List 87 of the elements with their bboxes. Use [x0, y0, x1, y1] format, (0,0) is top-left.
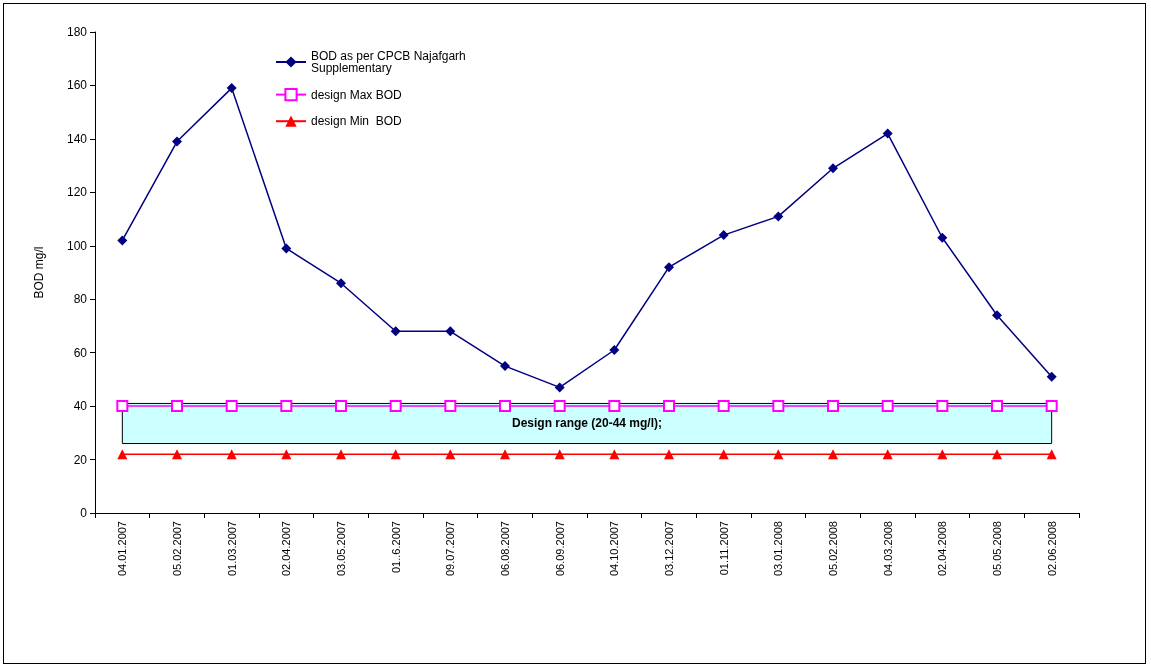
x-tick-label: 09.07.2007: [444, 521, 457, 577]
x-tick-label: 04.01.2007: [116, 521, 129, 577]
y-tick-label: 60: [73, 345, 88, 360]
point: [827, 400, 839, 413]
x-tick-label: 02.04.2007: [280, 521, 293, 577]
point: [937, 449, 948, 460]
point: [226, 449, 237, 460]
y-tick-label: 0: [80, 506, 88, 520]
point: [225, 400, 238, 413]
point: [937, 232, 948, 243]
point: [226, 83, 237, 94]
point: [390, 326, 401, 337]
point: [992, 449, 1002, 460]
x-tick-label: 03.01.2008: [772, 521, 785, 577]
legend-label: BOD as per CPCB Najafgarh Supplementary: [311, 49, 470, 75]
point: [444, 400, 457, 413]
point: [554, 449, 565, 460]
y-tick-label: 160: [66, 78, 88, 93]
x-tick-label: 02.06.2008: [1045, 521, 1058, 577]
point: [663, 400, 675, 413]
point: [117, 449, 128, 460]
x-tick-label: 05.05.2008: [991, 521, 1003, 577]
point: [718, 230, 729, 241]
x-tick-label: 06.09.2007: [553, 521, 566, 577]
y-tick-label: 140: [66, 131, 88, 146]
x-tick-label: 01..6.2007: [389, 521, 402, 573]
point: [608, 400, 621, 413]
point: [281, 243, 292, 254]
y-axis-title: BOD mg/l: [32, 246, 46, 299]
point: [280, 400, 293, 413]
point: [172, 136, 182, 147]
x-tick-label: 04.03.2008: [881, 521, 894, 577]
y-tick-label: 100: [66, 238, 88, 253]
point: [116, 400, 129, 413]
band-label: Design range (20-44 mg/l);: [511, 416, 663, 431]
point: [882, 128, 893, 139]
point: [881, 400, 894, 413]
point: [117, 235, 128, 246]
x-tick-label: 03.05.2007: [335, 521, 347, 577]
point: [336, 278, 346, 289]
y-tick-label: 80: [73, 292, 88, 307]
point: [281, 449, 292, 460]
y-tick-label: 180: [66, 25, 88, 39]
point: [172, 449, 182, 460]
point: [553, 400, 566, 413]
point: [717, 400, 730, 413]
point: [991, 400, 1003, 413]
x-tick-label: 02.04.2008: [936, 521, 949, 577]
x-tick-label: 04.10.2007: [608, 521, 621, 577]
point: [390, 449, 401, 460]
point: [335, 400, 347, 413]
point: [828, 449, 838, 460]
point: [882, 449, 893, 460]
point: [609, 344, 620, 355]
point: [445, 326, 456, 337]
y-tick-label: 40: [73, 399, 88, 414]
point: [1046, 371, 1057, 382]
point: [500, 361, 510, 372]
point: [773, 449, 784, 460]
point: [664, 262, 674, 273]
point: [336, 449, 346, 460]
x-tick-label: 05.02.2007: [171, 521, 183, 577]
point: [500, 449, 510, 460]
x-tick-label: 01.11.2007: [717, 521, 730, 576]
point: [773, 211, 784, 222]
legend-label: design Min BOD: [311, 114, 403, 129]
point: [1046, 449, 1057, 460]
point: [718, 449, 729, 460]
point: [609, 449, 620, 460]
point: [389, 400, 402, 413]
point: [936, 400, 949, 413]
y-tick-label: 120: [66, 185, 88, 200]
point: [772, 400, 785, 413]
x-tick-label: 03.12.2007: [663, 521, 675, 577]
point: [499, 400, 511, 413]
point: [828, 163, 838, 174]
x-tick-label: 05.02.2008: [827, 521, 839, 577]
y-tick-label: 20: [73, 452, 88, 467]
point: [554, 382, 565, 393]
x-tick-label: 06.08.2007: [499, 521, 511, 577]
point: [664, 449, 674, 460]
x-tick-label: 01.03.2007: [225, 521, 238, 577]
point: [445, 449, 456, 460]
point: [1045, 400, 1058, 413]
point: [171, 400, 183, 413]
point: [992, 310, 1002, 321]
legend-label: design Max BOD: [311, 87, 403, 102]
